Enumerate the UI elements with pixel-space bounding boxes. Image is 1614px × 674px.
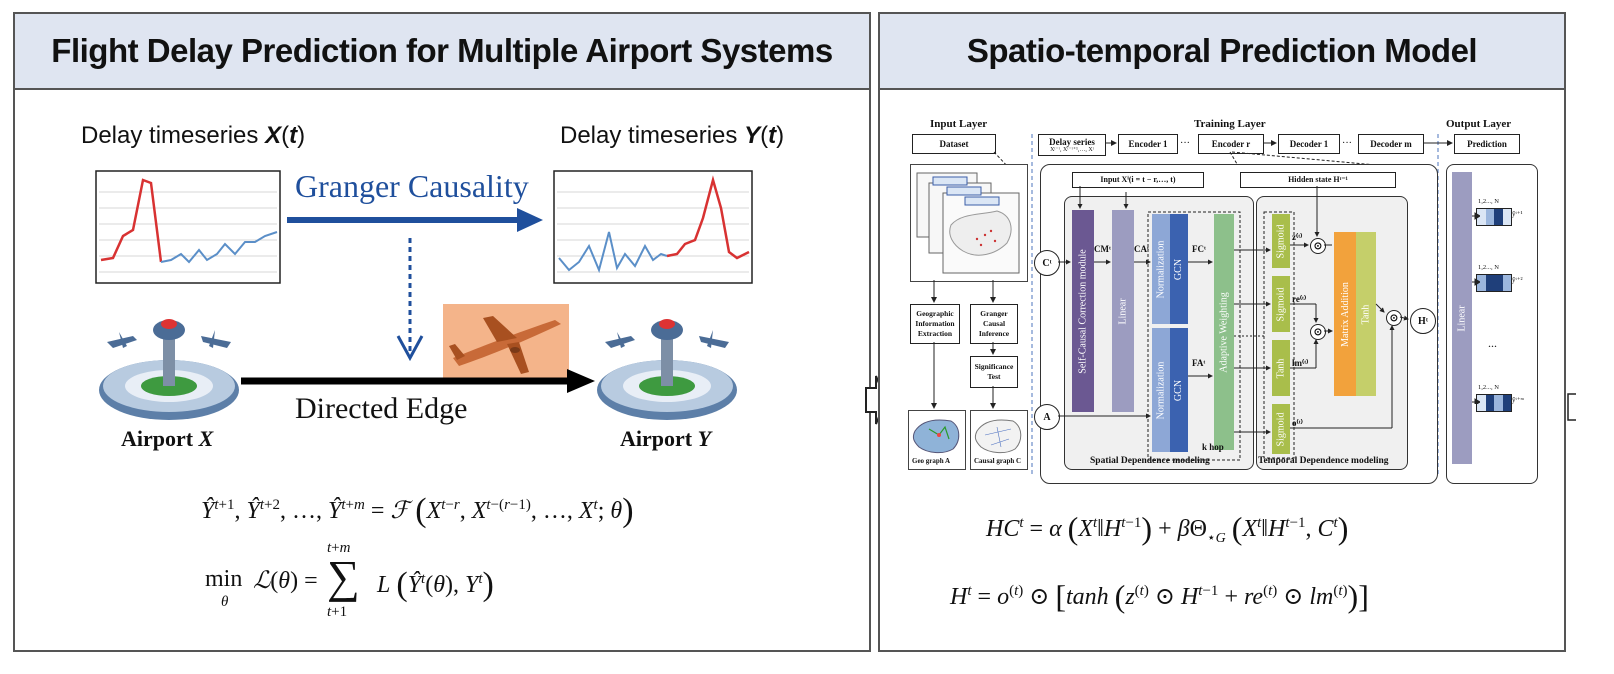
airport-y-label: Airport Y [620,426,712,451]
output-nodes-label-3: 1,2..., N [1478,384,1499,391]
output-nodes-label-1: 1,2..., N [1478,198,1499,205]
tanh-bar-2: Tanh [1356,232,1376,396]
output-y2: ŷᵗ⁺² [1512,276,1523,284]
h-formula: Ht = o(t) ⊙ [tanh (z(t) ⊙ Ht−1 + re(t) ⊙… [950,578,1369,614]
causal-graph: Causal graph C [970,410,1028,470]
geo-graph-label: Geo graph A [912,457,951,465]
spatial-caption: Spatial Dependence modeling [1090,456,1210,466]
geo-extraction-box: Geographic Information Extraction [910,304,960,344]
adaptive-weighting-bar: Adaptive Weighting [1214,214,1234,450]
khop-label: k hop [1202,442,1224,452]
airplane-icon [443,304,569,382]
training-layer-label: Training Layer [1194,118,1266,130]
re-label: re⁽ᵗ⁾ [1292,294,1307,304]
model-connectors [1058,186,1409,461]
delay-series-box: Delay series Xᵗ⁻ʳ, Xᵗ⁻ʳ⁺¹,…, Xᵗ [1038,134,1106,156]
granger-inference-box: Granger Causal Inference [970,304,1018,344]
causality-dotted-arrow [396,238,424,362]
normalization-bar-top: Normalization [1152,214,1170,324]
left-panel: Flight Delay Prediction for Multiple Air… [13,12,871,652]
hc-formula: HCt = α (Xt‖Ht−1) + βΘ⋆G (Xt‖Ht−1, Ct) [986,510,1349,546]
c-node: Cᵗ [1034,250,1060,276]
airport-y-icon [597,319,737,420]
linear-bar: Linear [1112,210,1134,412]
geo-graph: Geo graph A [908,410,966,470]
prediction-formula: Ŷt+1, Ŷt+2, …, Ŷt+m = ℱ (Xt−r, Xt−(r−1),… [201,492,634,529]
hadamard-node-2: ⊙ [1310,324,1326,340]
ca-label: CAᵗ [1134,244,1149,254]
temporal-caption: Temporal Dependence modeling [1258,456,1389,466]
directed-edge-arrow [241,369,595,393]
timeseries-y-chart [553,170,753,284]
hadamard-node-1: ⊙ [1310,238,1326,254]
left-panel-title: Flight Delay Prediction for Multiple Air… [15,14,869,90]
h-out-node: Hᵗ [1410,308,1436,334]
granger-arrow [287,208,543,232]
input-layer-label: Input Layer [930,118,988,130]
encoder-dots: ··· [1180,138,1190,149]
geo-graph-map [912,419,960,454]
decoder-dots: ··· [1342,138,1352,149]
output-arrows [1472,212,1480,404]
sigmoid-bar-3: Sigmoid [1272,404,1290,454]
decoder-m-box: Decoder m [1358,134,1424,154]
airport-x-icon [99,319,239,420]
output-ym: ŷᵗ⁺ᵐ [1512,396,1524,404]
input-layer-arrows [931,280,996,409]
directed-edge-label: Directed Edge [295,392,468,425]
o-label: o⁽ᵗ⁾ [1292,418,1303,428]
output-y1: ŷᵗ⁺¹ [1512,210,1523,218]
edge-arrow-right [1567,393,1576,421]
layer-separators [1031,134,1439,474]
lm-label: lm⁽ᵗ⁾ [1292,358,1309,368]
encoder-1-box: Encoder 1 [1118,134,1178,154]
granger-label: Granger Causality [295,168,529,204]
fa-label: FAᵗ [1192,358,1206,368]
map-stack-icon [916,172,1020,274]
right-panel: Spatio-temporal Prediction Model Input L… [878,12,1566,652]
gcn-bar-bottom: GCN [1170,328,1188,452]
z-label: z⁽ᵗ⁾ [1292,232,1303,242]
series-x-label: Delay timeseries X(t) [81,122,306,149]
output-linear-bar: Linear [1452,172,1472,464]
dataset-panel [910,164,1028,282]
right-panel-title: Spatio-temporal Prediction Model [880,14,1564,90]
output-dots: ... [1488,336,1497,350]
delay-series-sub: Xᵗ⁻ʳ, Xᵗ⁻ʳ⁺¹,…, Xᵗ [1050,146,1094,153]
output-vector-2 [1476,274,1512,292]
output-vector-3 [1476,394,1512,412]
gcn-bar-top: GCN [1170,214,1188,324]
prediction-box: Prediction [1454,134,1520,154]
hidden-state-box: Hidden state Hᵗ⁻¹ [1240,172,1396,188]
significance-test-box: Significance Test [970,356,1018,388]
output-nodes-label-2: 1,2..., N [1478,264,1499,271]
self-causal-correction-bar: Self-Causal Correction module [1072,210,1094,412]
fc-label: FCᵗ [1192,244,1206,254]
timeseries-x-chart [95,170,281,284]
causal-graph-label: Causal graph C [974,457,1022,465]
delay-series-label: Delay series [1049,136,1095,147]
a-node: A [1034,404,1060,430]
output-layer-label: Output Layer [1446,118,1512,130]
decoder-1-box: Decoder 1 [1278,134,1340,154]
causal-graph-map [974,419,1022,454]
cm-label: CMᵗ [1094,244,1111,254]
sigmoid-bar-2: Sigmoid [1272,276,1290,332]
output-vector-1 [1476,208,1512,226]
series-y-label: Delay timeseries Y(t) [560,122,785,149]
matrix-addition-bar: Matrix Addition [1334,232,1356,396]
sigmoid-bar-1: Sigmoid [1272,214,1290,268]
normalization-bar-bottom: Normalization [1152,328,1170,452]
airport-x-label: Airport X [121,426,214,451]
spatial-input-box: Input Xⁱ(i = t − r,…, t) [1072,172,1204,188]
dataset-box: Dataset [912,134,996,154]
tanh-bar-1: Tanh [1272,340,1290,396]
